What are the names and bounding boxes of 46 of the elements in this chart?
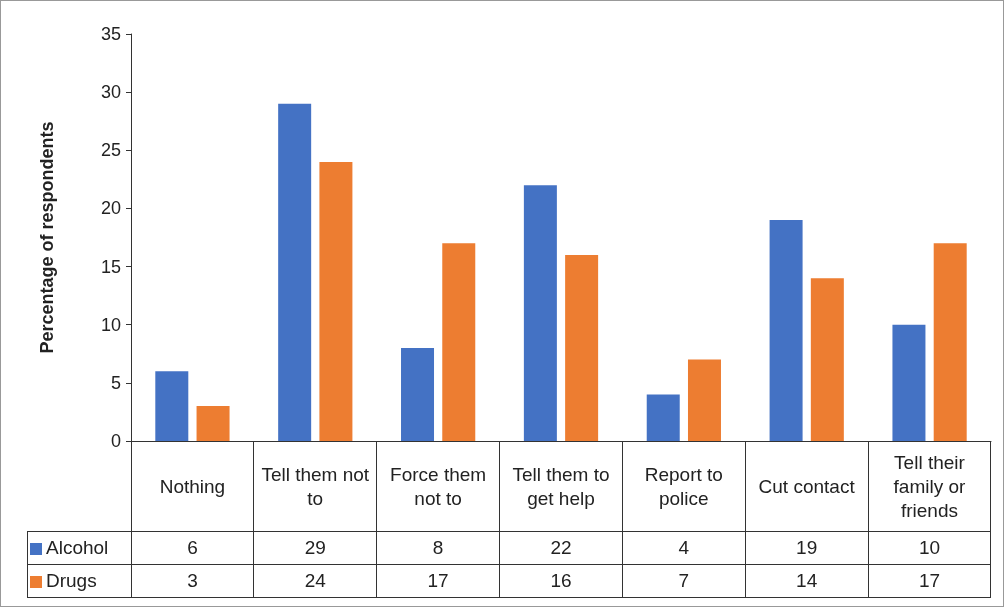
y-tick-label: 5 <box>110 372 121 393</box>
data-label: 3 <box>131 564 254 598</box>
y-tick-label: 10 <box>100 314 121 335</box>
x-tick-label: Nothing <box>131 441 254 532</box>
x-tick-label: Force them not to <box>376 441 500 532</box>
bar <box>646 394 680 441</box>
x-tick-label: Tell them to get help <box>499 441 623 532</box>
data-label: 6 <box>131 531 254 565</box>
bar <box>442 243 476 441</box>
y-axis-title: Percentage of respondents <box>37 121 57 354</box>
bar <box>933 243 967 441</box>
bar <box>278 103 312 441</box>
x-tick-label: Tell them not to <box>253 441 377 532</box>
data-label: 14 <box>745 564 869 598</box>
data-label: 22 <box>499 531 623 565</box>
bar <box>319 161 353 441</box>
bar <box>687 359 721 441</box>
data-label: 17 <box>868 564 991 598</box>
bar <box>155 371 189 441</box>
x-tick-label: Report to police <box>622 441 746 532</box>
y-tick-label: 15 <box>100 256 121 277</box>
legend-label: Drugs <box>27 564 131 598</box>
data-label: 29 <box>253 531 377 565</box>
data-label: 10 <box>868 531 991 565</box>
data-label: 4 <box>622 531 746 565</box>
y-tick-label: 35 <box>100 24 121 44</box>
legend-label: Alcohol <box>27 531 131 565</box>
data-label: 16 <box>499 564 623 598</box>
data-label: 7 <box>622 564 746 598</box>
x-tick-label: Cut contact <box>745 441 869 532</box>
data-label: 8 <box>376 531 500 565</box>
x-tick-label: Tell their family or friends <box>868 441 991 532</box>
y-tick-label: 0 <box>110 431 121 451</box>
y-tick-label: 20 <box>100 198 121 219</box>
bar <box>810 278 844 441</box>
y-tick-label: 30 <box>100 82 121 103</box>
y-tick-label: 25 <box>100 140 121 161</box>
bar <box>769 220 803 441</box>
data-label: 19 <box>745 531 869 565</box>
bar <box>565 254 599 441</box>
data-label: 24 <box>253 564 377 598</box>
bar <box>892 324 926 441</box>
bar <box>196 406 230 441</box>
bar <box>401 347 435 441</box>
data-label: 17 <box>376 564 500 598</box>
bar <box>523 185 557 441</box>
